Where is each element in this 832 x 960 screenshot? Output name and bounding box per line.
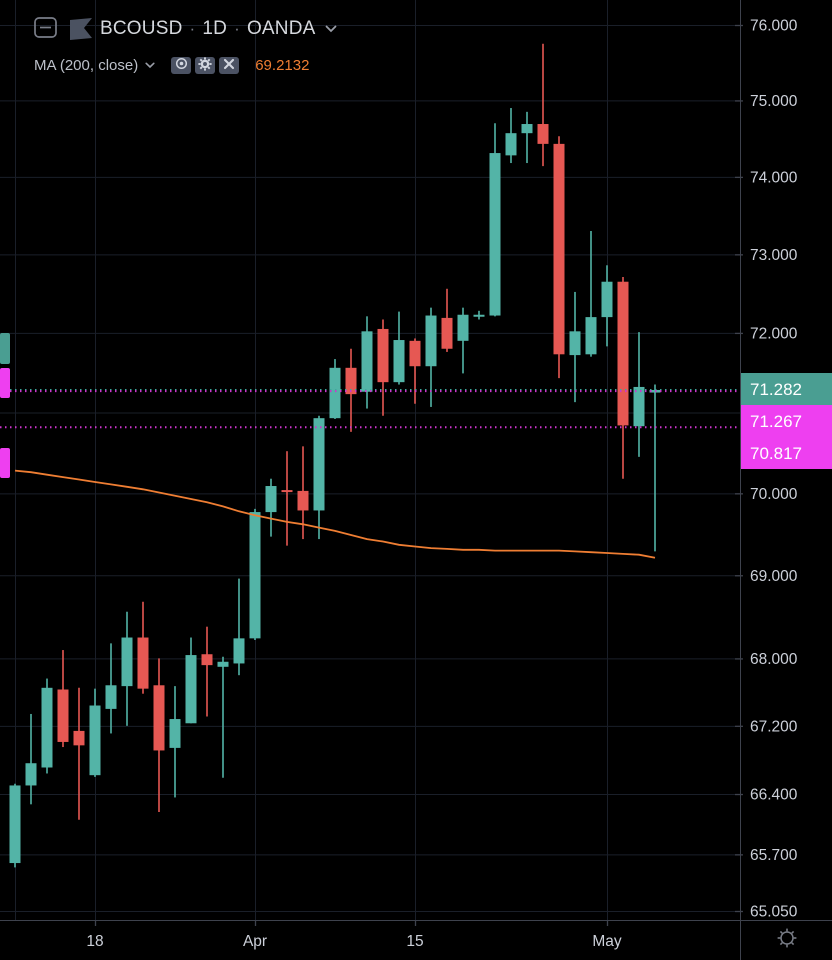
- time-tick-label: 18: [86, 933, 103, 950]
- price-tick-label: 75.000: [750, 93, 798, 110]
- current-price-badge: 71.282: [741, 373, 832, 405]
- alert-price-badge: 70.817: [741, 437, 832, 469]
- candle: [457, 307, 469, 374]
- exchange-label: OANDA: [246, 18, 316, 39]
- svg-text:71.267: 71.267: [750, 412, 802, 431]
- separator: ·: [189, 19, 196, 38]
- gear-icon: [198, 56, 212, 74]
- candle: [73, 687, 85, 820]
- alert-price-badge: 71.267: [741, 405, 832, 437]
- candle: [169, 686, 181, 798]
- candle: [633, 332, 645, 457]
- axis-settings-button[interactable]: [765, 925, 809, 953]
- chevron-down-icon: [145, 61, 155, 69]
- left-edge-price-label: [0, 333, 10, 364]
- candle: [553, 136, 565, 379]
- price-tick-label: 66.400: [750, 787, 798, 804]
- candles-layer: [9, 43, 661, 868]
- candle: [217, 656, 229, 778]
- candle: [89, 688, 101, 777]
- candle: [601, 265, 613, 347]
- candle: [489, 123, 501, 317]
- price-tick-label: 76.000: [750, 18, 798, 35]
- eye-icon: [175, 57, 188, 73]
- candle: [537, 43, 549, 167]
- indicator-value: 69.2132: [255, 56, 310, 74]
- time-axis[interactable]: [0, 920, 740, 960]
- candle: [281, 451, 293, 546]
- svg-text:70.817: 70.817: [750, 444, 802, 463]
- price-tick-label: 68.000: [750, 651, 798, 668]
- svg-text:71.282: 71.282: [750, 380, 802, 399]
- indicator-settings-button[interactable]: [195, 56, 216, 74]
- candle: [313, 415, 325, 540]
- grid-lines: [0, 0, 740, 920]
- close-icon: [223, 58, 235, 73]
- indicator-visibility-button[interactable]: [171, 56, 192, 74]
- candle: [121, 611, 133, 726]
- left-edge-price-label: [0, 368, 10, 398]
- indicator-name: MA (200, close): [34, 56, 139, 74]
- left-edge-price-label: [0, 448, 10, 478]
- candle: [25, 713, 37, 805]
- time-axis-labels: 18 Apr 15 May: [86, 920, 622, 950]
- price-tick-label: 65.050: [750, 904, 798, 921]
- price-tick-label: 67.200: [750, 718, 798, 735]
- candle: [41, 678, 53, 774]
- indicator-label[interactable]: MA (200, close): [34, 57, 155, 74]
- candle: [265, 478, 277, 537]
- candle: [249, 508, 261, 641]
- candle: [137, 601, 149, 694]
- candle: [393, 311, 405, 385]
- candle: [409, 338, 421, 404]
- candle: [505, 108, 517, 164]
- price-tick-label: 69.000: [750, 568, 798, 585]
- symbol-selector[interactable]: BCOUSD · 1D · OANDA: [100, 18, 337, 40]
- menu-button[interactable]: [34, 17, 57, 41]
- interval-label: 1D: [202, 18, 228, 39]
- price-tick-label: 70.000: [750, 486, 798, 503]
- candle: [569, 291, 581, 403]
- price-tick-label: 74.000: [750, 169, 798, 186]
- candle: [441, 288, 453, 352]
- hamburger-menu-icon: [34, 17, 57, 41]
- candle: [521, 111, 533, 164]
- candle: [57, 650, 69, 748]
- separator: ·: [234, 19, 240, 38]
- candle: [9, 783, 21, 868]
- candle: [185, 637, 197, 724]
- chevron-down-icon: [325, 25, 337, 33]
- time-tick-label: May: [592, 933, 622, 950]
- ma-200-line: [14, 469, 656, 559]
- candle: [153, 658, 165, 813]
- time-tick-label: Apr: [243, 933, 267, 950]
- price-axis-labels: 76.000 75.000 74.000 73.000 72.000 70.000 69.0…: [735, 18, 798, 921]
- price-tick-label: 73.000: [750, 247, 798, 264]
- candle: [201, 626, 213, 717]
- symbol-name: BCOUSD: [100, 18, 183, 39]
- candle: [105, 643, 117, 734]
- candle: [361, 316, 373, 409]
- chart-header: BCOUSD · 1D · OANDA MA (200, close): [34, 16, 337, 75]
- candle: [473, 310, 485, 320]
- candle: [233, 578, 245, 676]
- time-tick-label: 15: [406, 933, 423, 950]
- indicator-remove-button[interactable]: [219, 56, 240, 74]
- price-tick-label: 65.700: [750, 847, 798, 864]
- candle: [617, 277, 629, 479]
- price-tick-label: 72.000: [750, 325, 798, 342]
- indicator-actions: [169, 56, 241, 74]
- gear-outline-icon: [775, 926, 799, 953]
- candle: [585, 231, 597, 357]
- candle: [377, 319, 389, 416]
- symbol-flag-icon[interactable]: [70, 18, 93, 40]
- candle: [649, 384, 661, 552]
